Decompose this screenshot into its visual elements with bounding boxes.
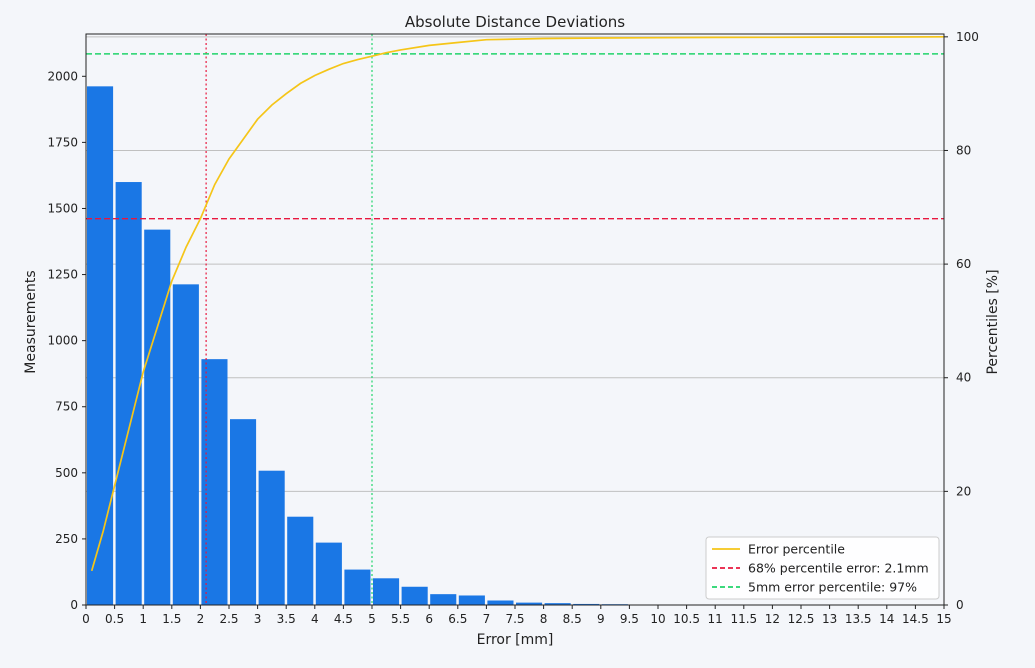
y-tick-label: 2000 xyxy=(47,69,78,83)
histogram-bar xyxy=(230,419,257,605)
y2-tick-label: 20 xyxy=(956,484,971,498)
x-tick-label: 7 xyxy=(483,612,491,626)
histogram-bar xyxy=(144,229,171,606)
legend-label: Error percentile xyxy=(748,542,845,557)
x-tick-label: 7.5 xyxy=(505,612,524,626)
histogram-bar xyxy=(344,569,371,605)
bars xyxy=(87,86,628,606)
legend-label: 68% percentile error: 2.1mm xyxy=(748,561,929,576)
x-tick-label: 2 xyxy=(197,612,205,626)
y-axis-label: Measurements xyxy=(23,270,39,373)
x-tick-label: 3 xyxy=(254,612,262,626)
x-tick-label: 4.5 xyxy=(334,612,353,626)
histogram-bar xyxy=(172,284,199,605)
y-tick-label: 250 xyxy=(55,532,78,546)
percentile-curve xyxy=(90,35,945,572)
y2-tick-label: 100 xyxy=(956,30,979,44)
x-tick-label: 8 xyxy=(540,612,548,626)
legend-label: 5mm error percentile: 97% xyxy=(748,580,917,595)
histogram-bar xyxy=(373,578,400,605)
histogram-bar xyxy=(573,603,600,605)
x-tick-label: 4 xyxy=(311,612,319,626)
x-tick-label: 10 xyxy=(650,612,665,626)
x-tick-label: 1 xyxy=(139,612,147,626)
percentile-line xyxy=(90,35,945,572)
x-tick-label: 5 xyxy=(368,612,376,626)
histogram-bar xyxy=(401,586,428,605)
x-tick-label: 12.5 xyxy=(788,612,815,626)
y2-axis-label: Percentiles [%] xyxy=(985,269,1001,374)
reference-lines xyxy=(86,34,944,605)
x-tick-label: 12 xyxy=(765,612,780,626)
axes: 0 0.5 1 1.5 2 2.5 3 3.5 4 4.5 5 5.5 6 6.5 7 7.5 8 8.5 9 9.5… xyxy=(47,30,978,626)
legend: Error percentile 68% percentile error: 2.… xyxy=(705,536,940,600)
histogram-bar xyxy=(544,603,571,605)
x-tick-label: 14 xyxy=(879,612,894,626)
y-tick-label: 1250 xyxy=(47,268,78,282)
x-tick-label: 15 xyxy=(936,612,951,626)
histogram-bar xyxy=(287,516,314,605)
x-tick-label: 2.5 xyxy=(219,612,238,626)
x-tick-label: 0.5 xyxy=(105,612,124,626)
x-tick-label: 5.5 xyxy=(391,612,410,626)
histogram-bar xyxy=(315,542,342,605)
y-tick-label: 500 xyxy=(55,466,78,480)
y-tick-label: 1500 xyxy=(47,201,78,215)
x-tick-label: 3.5 xyxy=(277,612,296,626)
histogram-bar xyxy=(487,600,514,605)
y-tick-label: 1750 xyxy=(47,135,78,149)
y-tick-label: 1000 xyxy=(47,334,78,348)
y2-tick-label: 0 xyxy=(956,598,964,612)
x-axis-label: Error [mm] xyxy=(477,632,554,648)
x-tick-label: 13.5 xyxy=(845,612,872,626)
histogram-bar xyxy=(516,602,543,605)
y-tick-label: 750 xyxy=(55,400,78,414)
y2-tick-label: 80 xyxy=(956,143,971,157)
y2-tick-label: 60 xyxy=(956,257,971,271)
x-tick-label: 1.5 xyxy=(162,612,181,626)
x-tick-label: 11 xyxy=(708,612,723,626)
x-tick-label: 9.5 xyxy=(620,612,639,626)
x-tick-label: 11.5 xyxy=(730,612,757,626)
y2-tick-label: 40 xyxy=(956,371,971,385)
histogram-bar xyxy=(458,595,485,605)
x-tick-label: 8.5 xyxy=(563,612,582,626)
x-tick-label: 10.5 xyxy=(673,612,700,626)
x-tick-label: 0 xyxy=(82,612,90,626)
histogram-bar xyxy=(258,470,285,605)
histogram-bar xyxy=(430,594,457,605)
x-tick-label: 14.5 xyxy=(902,612,929,626)
x-tick-label: 6.5 xyxy=(448,612,467,626)
y-tick-label: 0 xyxy=(70,598,78,612)
histogram-bar xyxy=(87,86,114,605)
x-tick-label: 6 xyxy=(425,612,433,626)
x-tick-label: 13 xyxy=(822,612,837,626)
chart-title: Absolute Distance Deviations xyxy=(405,13,625,31)
x-tick-label: 9 xyxy=(597,612,605,626)
legend-box xyxy=(705,536,940,600)
histogram-bar xyxy=(201,359,228,605)
